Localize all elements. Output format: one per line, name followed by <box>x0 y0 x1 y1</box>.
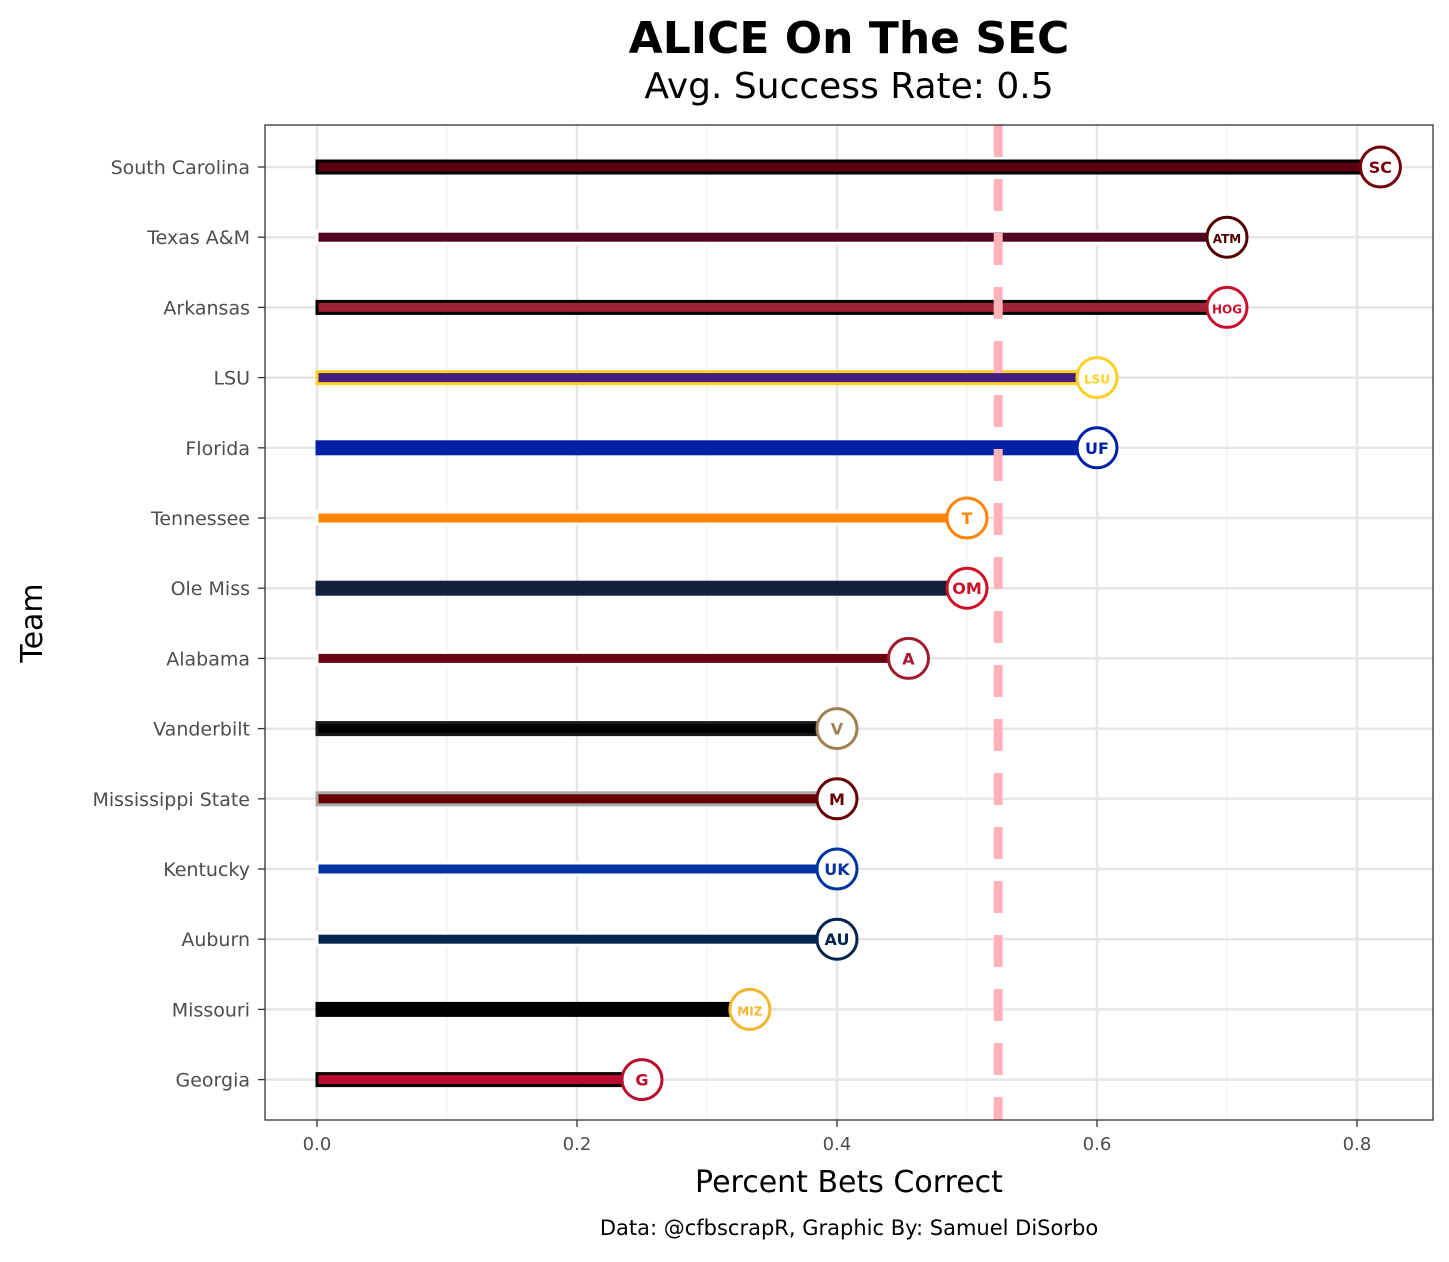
team-logo-mark: AU <box>825 930 850 949</box>
y-tick-label: LSU <box>213 368 250 390</box>
team-logo-mark: UK <box>824 860 850 879</box>
y-tick-label: Florida <box>185 438 250 460</box>
bar-mississippi-state <box>315 791 839 807</box>
team-logo-icon <box>887 636 930 680</box>
team-logo-mark: T <box>962 509 973 528</box>
y-tick-label: Mississippi State <box>92 789 250 811</box>
team-logo-mark: V <box>831 720 844 739</box>
y-tick-label: Texas A&M <box>146 227 250 249</box>
y-tick-label: Tennessee <box>150 508 250 530</box>
team-logo-icon <box>728 987 772 1031</box>
bar-missouri <box>315 1001 752 1017</box>
x-tick-label: 0.0 <box>303 1134 332 1155</box>
team-logo-icon <box>815 917 859 961</box>
bar-tennessee <box>315 510 969 526</box>
team-logo-mark: G <box>635 1071 648 1090</box>
team-logo-mark: UF <box>1085 439 1109 458</box>
y-tick-label: Kentucky <box>163 859 250 881</box>
x-tick-label: 0.6 <box>1083 1134 1112 1155</box>
x-axis-label: Percent Bets Correct <box>695 1165 1003 1200</box>
team-logo-icon <box>1358 145 1402 189</box>
team-logo-icon <box>1075 356 1119 400</box>
bar-arkansas <box>315 299 1229 315</box>
team-logo-mark: ATM <box>1213 232 1241 246</box>
bar-georgia <box>315 1072 644 1088</box>
bar-alabama <box>315 650 910 666</box>
chart-title: ALICE On The SEC <box>629 13 1070 64</box>
bar-south-carolina <box>315 159 1382 175</box>
team-logo-icon <box>945 496 989 540</box>
team-logo-mark: OM <box>952 579 982 598</box>
y-tick-label: Alabama <box>166 648 250 670</box>
team-logo-mark: A <box>902 649 915 668</box>
bar-kentucky <box>315 861 839 877</box>
team-logo-icon <box>815 777 859 821</box>
bar-ole-miss <box>315 580 969 596</box>
y-tick-label: Missouri <box>172 999 250 1021</box>
y-tick-label: South Carolina <box>111 157 250 179</box>
bar-florida <box>315 440 1099 456</box>
x-tick-label: 0.4 <box>823 1134 852 1155</box>
team-logo-mark: HOG <box>1212 302 1242 316</box>
team-logo-mark: LSU <box>1084 373 1110 387</box>
caption: Data: @cfbscrapR, Graphic By: Samuel DiS… <box>600 1216 1098 1240</box>
bar-lsu <box>315 370 1099 386</box>
team-logo-icon <box>945 566 989 610</box>
team-logo-icon <box>1205 215 1249 259</box>
team-logo-mark: SC <box>1369 158 1392 177</box>
plot-panel-border <box>264 124 1434 1121</box>
bar-auburn <box>315 931 839 947</box>
y-tick-label: Arkansas <box>163 297 250 319</box>
x-tick-label: 0.2 <box>563 1134 592 1155</box>
y-tick-label: Auburn <box>181 929 250 951</box>
x-tick-label: 0.8 <box>1343 1134 1372 1155</box>
team-logo-icon <box>620 1058 664 1102</box>
team-logo-mark: M <box>829 790 845 809</box>
y-tick-label: Georgia <box>176 1070 251 1092</box>
y-tick-label: Ole Miss <box>171 578 250 600</box>
y-tick-label: Vanderbilt <box>153 719 250 741</box>
y-axis-label: Team <box>15 583 50 663</box>
team-logo-icon <box>1075 426 1119 470</box>
team-logo-icon <box>815 847 859 891</box>
team-logo-icon <box>1205 285 1249 329</box>
team-logo-icon <box>815 707 859 751</box>
bar-vanderbilt <box>315 721 839 737</box>
bar-texas-a-m <box>315 229 1229 245</box>
chart-subtitle: Avg. Success Rate: 0.5 <box>644 66 1053 107</box>
team-logo-mark: MIZ <box>737 1004 762 1018</box>
